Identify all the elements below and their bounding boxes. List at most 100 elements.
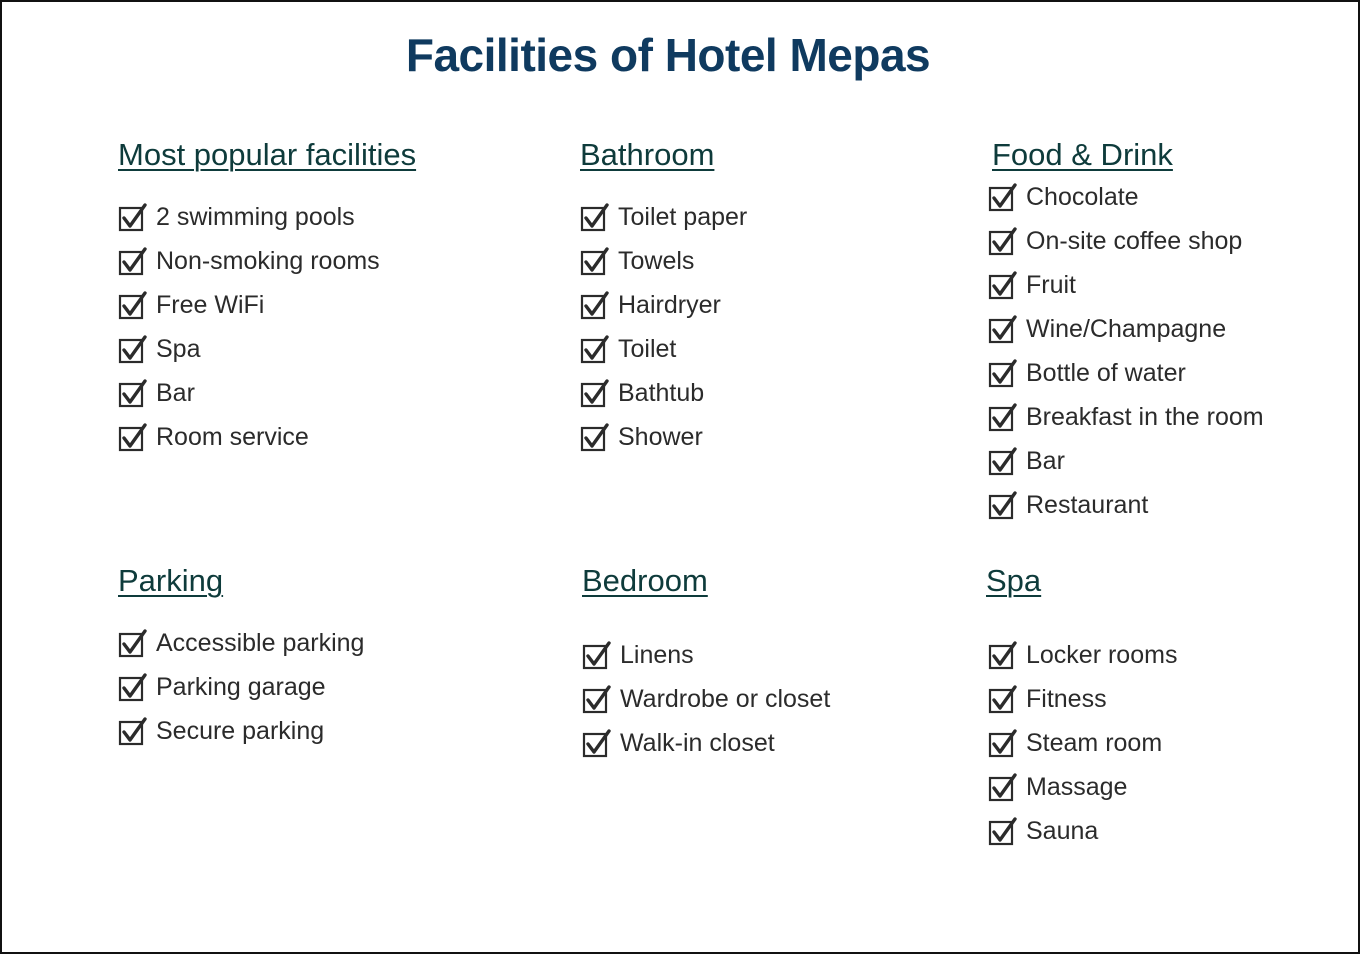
section-bedroom: Bedroom Linens Wardrobe or closet Walk-in … (582, 564, 830, 765)
list-item: On-site coffee shop (988, 219, 1264, 263)
facility-label: Toilet (618, 334, 677, 363)
facility-label: Accessible parking (156, 628, 365, 657)
list-item: Hairdryer (580, 283, 747, 327)
facility-label: Bar (1026, 446, 1065, 475)
facility-label: Restaurant (1026, 490, 1149, 519)
facility-label: Shower (618, 422, 703, 451)
facility-label: Massage (1026, 772, 1128, 801)
section-spa: Spa Locker rooms Fitness Steam room Massage… (986, 564, 1177, 853)
list-item: Accessible parking (118, 621, 364, 665)
checked-box-icon (988, 314, 1018, 344)
list-item: Wardrobe or closet (582, 677, 830, 721)
list-item: Locker rooms (988, 633, 1177, 677)
list-item: Restaurant (988, 483, 1264, 527)
checked-box-icon (118, 202, 148, 232)
facility-label: Bathtub (618, 378, 705, 407)
checked-box-icon (118, 290, 148, 320)
section-heading: Bathroom (580, 137, 715, 172)
facility-label: Parking garage (156, 672, 326, 701)
section-heading: Spa (986, 563, 1042, 598)
checked-box-icon (988, 402, 1018, 432)
checked-box-icon (988, 728, 1018, 758)
checked-box-icon (580, 202, 610, 232)
list-item: Fruit (988, 263, 1264, 307)
section-heading: Bedroom (582, 563, 708, 598)
facility-label: Bar (156, 378, 195, 407)
checked-box-icon (580, 290, 610, 320)
checked-box-icon (580, 422, 610, 452)
section-heading: Parking (118, 563, 224, 598)
checked-box-icon (988, 772, 1018, 802)
checked-box-icon (988, 182, 1018, 212)
checked-box-icon (988, 816, 1018, 846)
section-heading: Most popular facilities (118, 137, 417, 172)
facility-label: On-site coffee shop (1026, 226, 1243, 255)
section-parking: Parking Accessible parking Parking garage… (118, 564, 364, 753)
list-item: 2 swimming pools (118, 195, 416, 239)
list-item: Massage (988, 765, 1177, 809)
facility-label: Locker rooms (1026, 640, 1178, 669)
facility-label: Non-smoking rooms (156, 246, 380, 275)
section-food-drink: Food & Drink Chocolate On-site coffee sho… (988, 138, 1264, 527)
checked-box-icon (988, 490, 1018, 520)
list-item: Spa (118, 327, 416, 371)
section-bathroom: Bathroom Toilet paper Towels Hairdryer Toil… (580, 138, 747, 459)
list-item: Bottle of water (988, 351, 1264, 395)
facility-list: Toilet paper Towels Hairdryer Toilet Bathtub… (580, 195, 747, 459)
list-item: Parking garage (118, 665, 364, 709)
list-item: Bar (118, 371, 416, 415)
checked-box-icon (580, 334, 610, 364)
facility-label: 2 swimming pools (156, 202, 355, 231)
checked-box-icon (582, 684, 612, 714)
facility-label: Wine/Champagne (1026, 314, 1227, 343)
list-item: Toilet (580, 327, 747, 371)
checked-box-icon (118, 628, 148, 658)
list-item: Chocolate (988, 175, 1264, 219)
checked-box-icon (118, 672, 148, 702)
facility-label: Free WiFi (156, 290, 265, 319)
list-item: Walk-in closet (582, 721, 830, 765)
facility-label: Hairdryer (618, 290, 721, 319)
checked-box-icon (118, 378, 148, 408)
checked-box-icon (988, 270, 1018, 300)
list-item: Sauna (988, 809, 1177, 853)
checked-box-icon (988, 684, 1018, 714)
list-item: Towels (580, 239, 747, 283)
list-item: Toilet paper (580, 195, 747, 239)
list-item: Secure parking (118, 709, 364, 753)
list-item: Shower (580, 415, 747, 459)
facility-label: Sauna (1026, 816, 1099, 845)
checked-box-icon (582, 640, 612, 670)
checked-box-icon (582, 728, 612, 758)
facility-label: Walk-in closet (620, 728, 775, 757)
facility-list: Locker rooms Fitness Steam room Massage Saun… (988, 633, 1177, 853)
page-title: Facilities of Hotel Mepas (405, 29, 931, 81)
checked-box-icon (580, 378, 610, 408)
checked-box-icon (988, 358, 1018, 388)
list-item: Non-smoking rooms (118, 239, 416, 283)
checked-box-icon (118, 334, 148, 364)
facility-list: Linens Wardrobe or closet Walk-in closet (582, 633, 830, 765)
list-item: Breakfast in the room (988, 395, 1264, 439)
facility-label: Breakfast in the room (1026, 402, 1264, 431)
checked-box-icon (118, 422, 148, 452)
facility-label: Toilet paper (618, 202, 748, 231)
facility-label: Linens (620, 640, 694, 669)
facility-label: Spa (156, 334, 201, 363)
list-item: Bar (988, 439, 1264, 483)
facility-label: Room service (156, 422, 309, 451)
section-most-popular: Most popular facilities 2 swimming pools… (118, 138, 416, 459)
facility-label: Chocolate (1026, 182, 1139, 211)
checked-box-icon (118, 716, 148, 746)
facility-label: Fitness (1026, 684, 1107, 713)
list-item: Fitness (988, 677, 1177, 721)
list-item: Linens (582, 633, 830, 677)
checked-box-icon (580, 246, 610, 276)
list-item: Steam room (988, 721, 1177, 765)
list-item: Wine/Champagne (988, 307, 1264, 351)
checked-box-icon (988, 226, 1018, 256)
list-item: Free WiFi (118, 283, 416, 327)
facility-label: Wardrobe or closet (620, 684, 831, 713)
facility-label: Steam room (1026, 728, 1163, 757)
